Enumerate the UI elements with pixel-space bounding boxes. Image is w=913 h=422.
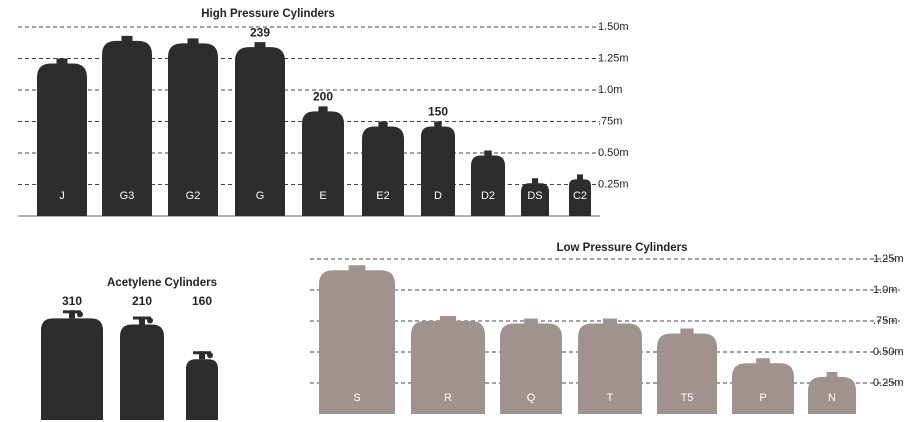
y-tick-label: 1.0m xyxy=(598,84,622,96)
cylinder xyxy=(808,371,856,414)
valve xyxy=(69,310,75,319)
cylinder xyxy=(500,318,562,414)
category-label: DS xyxy=(527,190,542,202)
cylinder xyxy=(235,42,285,217)
cylinder xyxy=(521,178,549,216)
y-tick-label: 0.25m xyxy=(873,377,904,389)
valve-handle xyxy=(133,316,151,320)
cylinder xyxy=(411,316,485,414)
category-label: J xyxy=(59,190,65,202)
valve xyxy=(139,316,145,325)
cylinder xyxy=(168,38,218,217)
capacity-label: 160 xyxy=(192,294,212,308)
category-label: N xyxy=(828,392,836,404)
cylinder xyxy=(302,106,344,216)
chart-title: Low Pressure Cylinders xyxy=(556,242,687,254)
category-label: C2 xyxy=(573,190,587,202)
valve-knob xyxy=(77,311,83,318)
category-label: P xyxy=(759,392,766,404)
valve xyxy=(199,351,205,360)
cylinder xyxy=(421,121,455,216)
chart-title: Acetylene Cylinders xyxy=(107,277,217,289)
category-label: G2 xyxy=(186,190,201,202)
y-tick-label: 1.50m xyxy=(598,21,629,33)
category-label: D xyxy=(434,190,442,202)
y-tick-label: 1.0m xyxy=(873,284,897,296)
y-tick-label: .75m xyxy=(598,115,622,127)
category-label: Q xyxy=(527,392,536,404)
cylinder xyxy=(41,318,103,420)
cylinder xyxy=(732,358,794,414)
valve-handle xyxy=(193,351,211,355)
cylinder xyxy=(102,35,152,216)
chart-title: High Pressure Cylinders xyxy=(201,8,335,20)
y-tick-label: 0.50m xyxy=(598,147,629,159)
category-label: T xyxy=(607,392,614,404)
y-tick-label: 1.25m xyxy=(873,253,904,265)
y-tick-label: 0.25m xyxy=(598,178,629,190)
cylinder xyxy=(471,150,505,216)
capacity-label: 200 xyxy=(313,90,333,104)
cylinder xyxy=(362,121,404,216)
capacity-label: 210 xyxy=(132,294,152,308)
category-label: E2 xyxy=(376,190,389,202)
capacity-label: 239 xyxy=(250,25,270,39)
valve-knob xyxy=(147,317,153,324)
y-tick-label: 1.25m xyxy=(598,52,629,64)
category-label: R xyxy=(444,392,452,404)
capacity-label: 310 xyxy=(62,294,82,308)
category-label: D2 xyxy=(481,190,495,202)
capacity-label: 150 xyxy=(428,105,448,119)
y-tick-label: .75m xyxy=(873,315,897,327)
cylinder xyxy=(37,58,87,216)
category-label: E xyxy=(319,190,326,202)
category-label: G xyxy=(256,190,265,202)
category-label: S xyxy=(353,392,360,404)
cylinder xyxy=(120,324,164,420)
valve-knob xyxy=(207,352,213,359)
valve-handle xyxy=(63,310,81,314)
cylinder xyxy=(657,328,717,414)
y-tick-label: 0.50m xyxy=(873,346,904,358)
cylinder xyxy=(569,174,591,216)
cylinder xyxy=(319,265,395,414)
cylinder xyxy=(578,318,642,414)
cylinder xyxy=(186,359,218,420)
category-label: T5 xyxy=(681,392,694,404)
category-label: G3 xyxy=(120,190,135,202)
